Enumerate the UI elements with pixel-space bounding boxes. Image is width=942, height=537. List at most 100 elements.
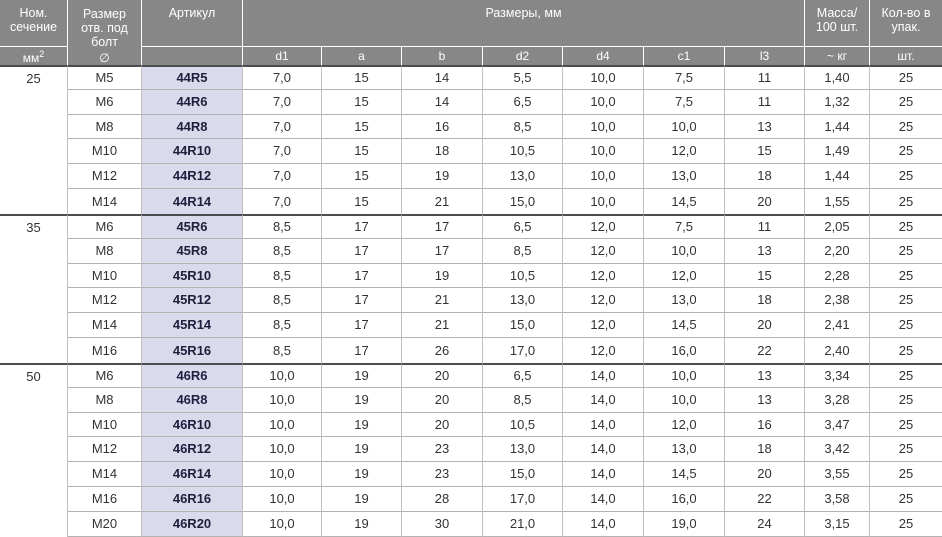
cell-b: 14 (402, 65, 483, 90)
cell-d1: 10,0 (243, 487, 322, 512)
cell-l3: 18 (725, 437, 805, 463)
cell-d2: 10,5 (483, 412, 563, 438)
subheader-a: a (322, 47, 402, 65)
cell-d1: 8,5 (243, 288, 322, 314)
cell-c1: 19,0 (644, 511, 725, 537)
cell-bolt-size: M10 (68, 263, 142, 289)
cell-d4: 14,0 (563, 437, 644, 463)
cell-d1: 8,5 (243, 238, 322, 264)
cell-d1: 7,0 (243, 164, 322, 190)
cell-bolt-size: M8 (68, 238, 142, 264)
cell-d2: 15,0 (483, 189, 563, 214)
cell-pack: 25 (870, 213, 942, 239)
cell-a: 15 (322, 89, 402, 115)
cell-article: 45R16 (142, 338, 243, 363)
cell-a: 17 (322, 288, 402, 314)
cell-mass: 1,44 (805, 164, 870, 190)
cell-d1: 8,5 (243, 263, 322, 289)
cell-d4: 10,0 (563, 114, 644, 140)
cell-a: 15 (322, 65, 402, 90)
cell-article: 45R10 (142, 263, 243, 289)
cell-article: 44R14 (142, 189, 243, 214)
cell-a: 17 (322, 338, 402, 363)
cell-l3: 24 (725, 511, 805, 537)
cell-l3: 20 (725, 462, 805, 488)
cell-d4: 12,0 (563, 263, 644, 289)
cell-d2: 5,5 (483, 65, 563, 90)
cell-c1: 12,0 (644, 412, 725, 438)
cell-b: 17 (402, 213, 483, 239)
cell-c1: 13,0 (644, 288, 725, 314)
cell-bolt-size: M14 (68, 313, 142, 339)
cell-mass: 3,28 (805, 387, 870, 413)
diameter-icon: ∅ (99, 50, 110, 65)
cell-bolt-size: M10 (68, 139, 142, 165)
cell-b: 19 (402, 164, 483, 190)
header-bolt-hole-size-title: Размер отв. под болт (81, 6, 128, 49)
cell-d4: 10,0 (563, 164, 644, 190)
cell-d1: 8,5 (243, 338, 322, 363)
cell-c1: 7,5 (644, 213, 725, 239)
cell-l3: 13 (725, 238, 805, 264)
cell-a: 15 (322, 139, 402, 165)
cell-mass: 3,55 (805, 462, 870, 488)
cell-l3: 11 (725, 213, 805, 239)
cell-l3: 22 (725, 487, 805, 512)
cell-d2: 13,0 (483, 164, 563, 190)
cell-b: 21 (402, 313, 483, 339)
cell-d4: 12,0 (563, 313, 644, 339)
cell-d2: 8,5 (483, 387, 563, 413)
cell-d1: 7,0 (243, 65, 322, 90)
header-bolt-hole-size: Размер отв. под болт ∅ (68, 0, 142, 65)
cell-l3: 15 (725, 139, 805, 165)
cell-d2: 8,5 (483, 114, 563, 140)
cell-d1: 7,0 (243, 139, 322, 165)
cell-mass: 1,49 (805, 139, 870, 165)
cell-mass: 2,28 (805, 263, 870, 289)
cell-l3: 22 (725, 338, 805, 363)
header-pack-quantity: Кол-во в упак. (870, 0, 942, 47)
cell-bolt-size: M14 (68, 462, 142, 488)
cell-pack: 25 (870, 139, 942, 165)
cell-c1: 7,5 (644, 65, 725, 90)
header-dimensions-group: Размеры, мм (243, 0, 805, 47)
header-article: Артикул (142, 0, 243, 47)
cell-pack: 25 (870, 288, 942, 314)
cell-a: 19 (322, 487, 402, 512)
cell-article: 46R16 (142, 487, 243, 512)
cell-article: 44R5 (142, 65, 243, 90)
cell-l3: 11 (725, 89, 805, 115)
subheader-c1: c1 (644, 47, 725, 65)
cell-b: 18 (402, 139, 483, 165)
subheader-mm2: мм2 (0, 47, 68, 65)
cell-pack: 25 (870, 89, 942, 115)
subheader-d2: d2 (483, 47, 563, 65)
cell-bolt-size: M12 (68, 288, 142, 314)
cell-d1: 10,0 (243, 362, 322, 388)
cell-pack: 25 (870, 412, 942, 438)
cell-mass: 3,47 (805, 412, 870, 438)
cell-d1: 10,0 (243, 462, 322, 488)
cell-b: 21 (402, 189, 483, 214)
cell-d1: 7,0 (243, 89, 322, 115)
cell-l3: 20 (725, 189, 805, 214)
subheader-d4: d4 (563, 47, 644, 65)
cell-b: 19 (402, 263, 483, 289)
cell-d1: 10,0 (243, 511, 322, 537)
cell-d2: 13,0 (483, 437, 563, 463)
cell-d4: 10,0 (563, 139, 644, 165)
cell-pack: 25 (870, 462, 942, 488)
cell-bolt-size: M6 (68, 362, 142, 388)
section-label: 50 (0, 362, 68, 537)
subheader-pcs: шт. (870, 47, 942, 65)
cell-bolt-size: M12 (68, 164, 142, 190)
cell-l3: 13 (725, 387, 805, 413)
cell-b: 21 (402, 288, 483, 314)
cell-article: 46R8 (142, 387, 243, 413)
cell-pack: 25 (870, 362, 942, 388)
table-body: 25 M5 44R5 7,0 15 14 5,5 10,0 7,5 11 1,40 25 M6 44R6 7… (0, 65, 942, 537)
cell-c1: 12,0 (644, 139, 725, 165)
subheader-kg: ~ кг (805, 47, 870, 65)
cell-b: 17 (402, 238, 483, 264)
